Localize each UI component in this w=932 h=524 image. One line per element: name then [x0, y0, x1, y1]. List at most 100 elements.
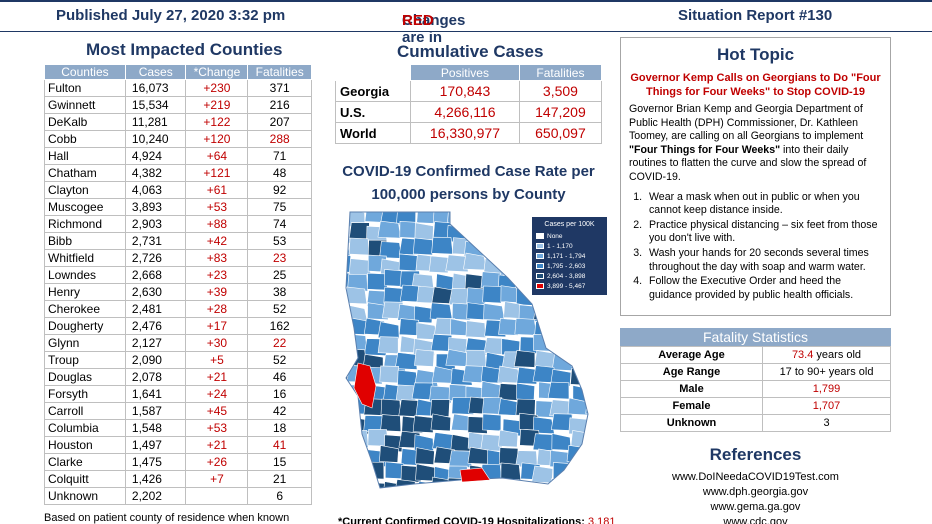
map-county — [516, 382, 535, 401]
table-row: Columbia 1,548 +53 18 — [44, 419, 312, 437]
county-change: +121 — [185, 164, 249, 182]
map-county — [380, 414, 402, 432]
fatality-stat-value-text: years old — [813, 349, 862, 361]
map-county — [569, 320, 588, 339]
county-name: Douglas — [44, 368, 126, 386]
county-cases: 1,548 — [124, 419, 187, 437]
fatality-stat-value-highlight: 73.4 — [791, 349, 814, 361]
map-county — [398, 318, 420, 336]
table-row: Average Age 73.4 years old — [620, 346, 891, 364]
map-county — [548, 305, 572, 323]
county-change: +17 — [185, 317, 249, 335]
county-change: +219 — [185, 96, 249, 114]
county-cases: 2,731 — [124, 232, 187, 250]
counties-col-header: Counties — [44, 64, 126, 80]
map-county — [566, 477, 588, 488]
table-row: Male 1,799 — [620, 380, 891, 398]
list-item: Practice physical distancing – six feet … — [645, 219, 882, 246]
county-change: +64 — [185, 147, 249, 165]
map-county — [500, 254, 524, 273]
cumulative-title: Cumulative Cases — [397, 42, 544, 61]
table-row: Unknown 3 — [620, 414, 891, 432]
county-name: Colquitt — [44, 470, 126, 488]
county-fatalities: 71 — [247, 147, 312, 165]
map-county — [482, 285, 502, 304]
map-county — [394, 479, 416, 488]
map-county — [347, 273, 369, 292]
map-county — [398, 494, 417, 508]
map-county — [462, 365, 484, 383]
map-county — [384, 269, 403, 287]
county-change — [185, 487, 249, 505]
map-county — [465, 494, 485, 508]
county-cases: 11,281 — [124, 113, 187, 131]
fatality-stat-key: Unknown — [620, 414, 763, 432]
map-county — [549, 399, 574, 418]
map-county — [585, 460, 588, 479]
county-fatalities: 23 — [247, 249, 312, 267]
county-cases: 2,202 — [124, 487, 187, 505]
county-change: +39 — [185, 283, 249, 301]
map-county — [551, 332, 573, 351]
map-county — [513, 350, 536, 368]
map-county — [398, 253, 419, 272]
report-header: Published July 27, 2020 3:32 pm Changes … — [0, 0, 932, 46]
county-fatalities: 92 — [247, 181, 312, 199]
county-fatalities: 216 — [247, 96, 312, 114]
county-fatalities: 74 — [247, 215, 312, 233]
fatality-stat-key: Age Range — [620, 363, 763, 381]
map-county — [451, 397, 475, 415]
map-county — [515, 398, 536, 417]
map-county — [483, 498, 505, 508]
county-name: Glynn — [44, 334, 126, 352]
county-fatalities: 53 — [247, 232, 312, 250]
map-county — [567, 397, 588, 416]
map-county — [415, 447, 435, 465]
hospitalizations: *Current Confirmed COVID-19 Hospitalizat… — [338, 516, 616, 524]
county-name: Troup — [44, 351, 126, 369]
table-row: DeKalb 11,281 +122 207 — [44, 113, 312, 131]
county-fatalities: 22 — [247, 334, 312, 352]
legend-swatch — [536, 283, 544, 289]
list-item: Wear a mask when out in public or when y… — [645, 191, 882, 218]
map-county — [480, 365, 503, 384]
map-county — [380, 398, 402, 417]
table-row: Clayton 4,063 +61 92 — [44, 181, 312, 199]
county-change: +88 — [185, 215, 249, 233]
county-change: +230 — [185, 79, 249, 97]
map-title: COVID-19 Confirmed Case Rate per 100,000… — [335, 160, 602, 206]
map-county — [377, 336, 399, 354]
county-change: +28 — [185, 300, 249, 318]
map-county — [346, 461, 365, 480]
fatality-stat-value-text: 17 to 90+ years old — [779, 366, 874, 378]
county-name: Houston — [44, 436, 126, 454]
fatality-stat-value-highlight: 1,707 — [812, 400, 841, 412]
map-county — [346, 415, 351, 434]
references: References www.DoINeedaCOVID19Test.com ww… — [620, 445, 891, 524]
county-cases: 2,668 — [124, 266, 187, 284]
county-cases: 1,641 — [124, 385, 187, 403]
county-fatalities: 75 — [247, 198, 312, 216]
county-cases: 4,063 — [124, 181, 187, 199]
map-county — [583, 321, 588, 340]
county-change: +42 — [185, 232, 249, 250]
map-county — [498, 429, 519, 448]
map-county-red-south — [459, 467, 491, 483]
county-change: +122 — [185, 113, 249, 131]
county-change: +7 — [185, 470, 249, 488]
map-county — [566, 445, 588, 463]
map-county — [570, 349, 588, 368]
map-county — [467, 212, 489, 225]
map-county — [465, 320, 487, 339]
fatality-stats-title: Fatality Statistics — [620, 328, 891, 346]
map-county — [586, 447, 588, 465]
fatality-stat-key: Male — [620, 380, 763, 398]
county-change: +5 — [185, 351, 249, 369]
table-row: Chatham 4,382 +121 48 — [44, 164, 312, 182]
map-county — [346, 429, 351, 448]
map-title-line2: 100,000 persons by County — [371, 186, 566, 203]
county-cases: 2,127 — [124, 334, 187, 352]
map-county — [346, 318, 351, 337]
hot-topic-body: Governor Brian Kemp and Georgia Departme… — [629, 103, 882, 185]
map-county — [515, 481, 539, 488]
